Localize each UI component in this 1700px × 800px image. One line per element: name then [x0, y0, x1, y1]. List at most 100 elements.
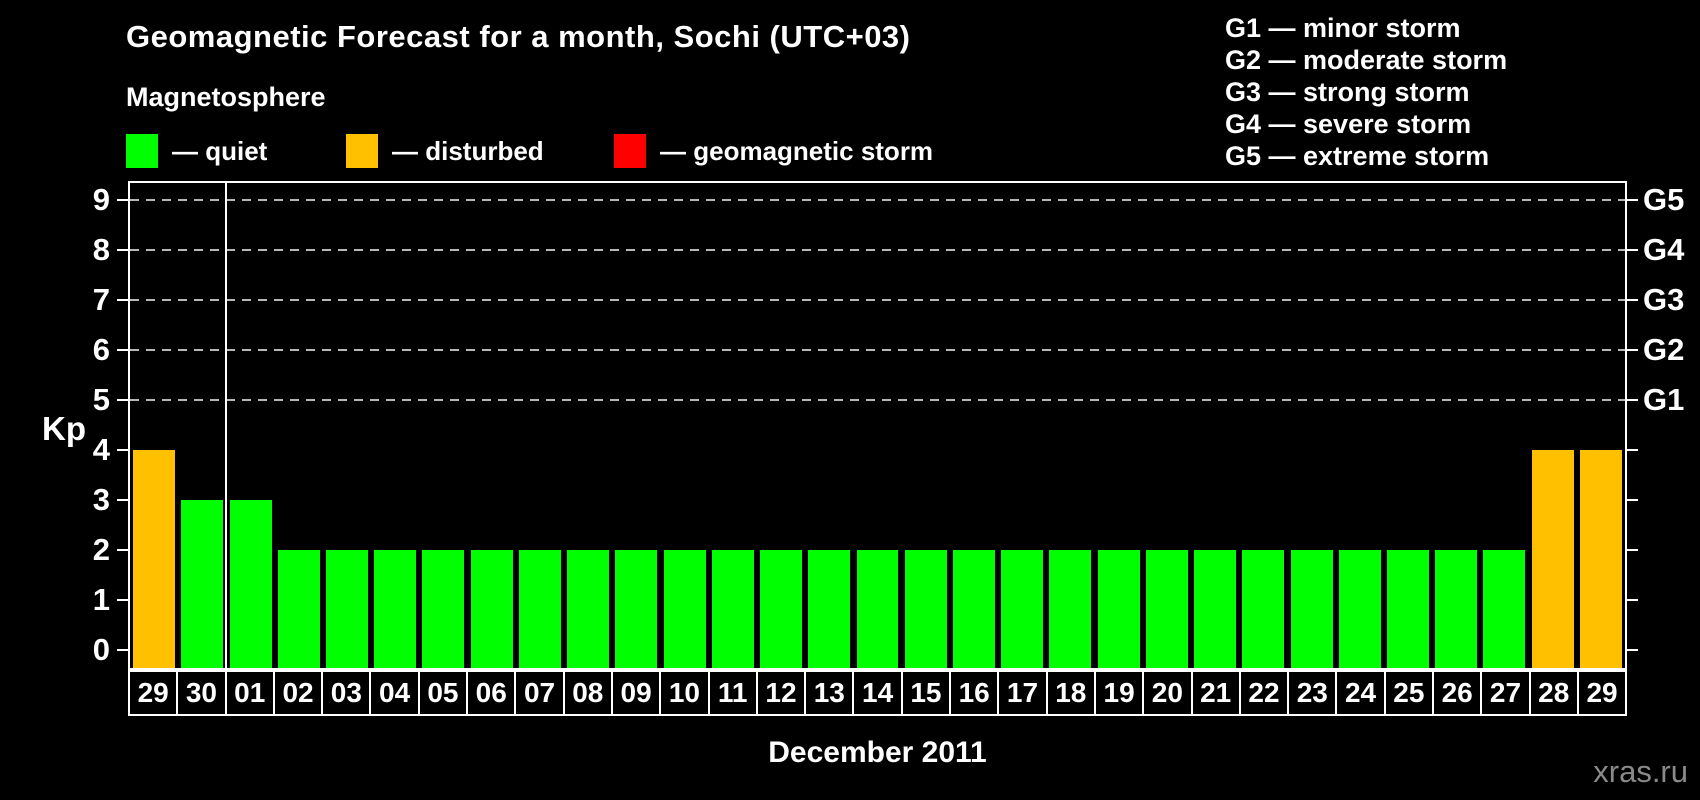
y-axis-tick	[117, 249, 128, 251]
kp-bar-day-18	[1049, 550, 1092, 668]
storm-scale-line-g5: G5 — extreme storm	[1225, 141, 1490, 171]
kp-bar-day-07	[518, 550, 561, 668]
grid-line-kp7	[130, 299, 1625, 301]
y-axis-tick	[117, 299, 128, 301]
kp-bar-day-28	[1531, 450, 1574, 668]
storm-scale-line-g2: G2 — moderate storm	[1225, 45, 1508, 75]
kp-bar-day-04	[374, 550, 417, 668]
kp-bar-day-13	[808, 550, 851, 668]
day-label: 20	[1142, 670, 1193, 716]
day-label: 15	[900, 670, 952, 716]
day-label: 17	[997, 670, 1048, 716]
g-scale-label-g2: G2	[1643, 332, 1685, 367]
y-tick-label: 4	[92, 432, 110, 467]
day-label: 12	[755, 670, 807, 716]
day-label: 21	[1190, 670, 1241, 716]
kp-bar-day-11	[711, 550, 754, 668]
disturbed-color-swatch	[346, 134, 378, 168]
storm-scale-line-g3: G3 — strong storm	[1225, 77, 1470, 107]
kp-bar-day-30	[181, 500, 224, 668]
day-label: 03	[321, 670, 372, 716]
y-axis-tick	[117, 449, 128, 451]
y-tick-label: 8	[92, 232, 110, 267]
kp-bar-day-22	[1242, 550, 1285, 668]
x-axis-label: December 2011	[768, 736, 987, 769]
day-label: 02	[272, 670, 324, 716]
y-axis-tick	[117, 599, 128, 601]
g-scale-label-g3: G3	[1643, 282, 1685, 317]
y-axis-tick	[117, 349, 128, 351]
y-axis-tick-right	[1627, 499, 1638, 501]
x-axis-day-labels: 29 30 01 02 03 04 05 06 07 08 09 10 11 12 13 14 15 16 17 18…	[128, 670, 1628, 716]
kp-bar-day-21	[1194, 550, 1237, 668]
y-axis-tick	[117, 649, 128, 651]
day-label: 27	[1480, 670, 1531, 716]
kp-bar-day-06	[470, 550, 513, 668]
y-tick-label: 6	[92, 332, 110, 367]
y-axis-tick-right	[1627, 349, 1638, 351]
plot-area: 0 1 2 3 4 5 6 7 8 9 G1 G2 G3 G4 G5	[93, 181, 1684, 670]
grid-line-kp9	[130, 199, 1625, 201]
day-label: 19	[1093, 670, 1145, 716]
storm-color-swatch	[614, 134, 646, 168]
legend-item-storm: — geomagnetic storm	[614, 134, 933, 168]
g-scale-label-g4: G4	[1643, 232, 1685, 267]
legend-item-disturbed: — disturbed	[346, 134, 544, 168]
day-label: 28	[1528, 670, 1579, 716]
legend-heading: Magnetosphere	[126, 82, 326, 112]
y-tick-label: 5	[92, 382, 110, 417]
kp-bar-day-26	[1435, 550, 1478, 668]
kp-bar-day-12	[760, 550, 803, 668]
legend-item-quiet: — quiet	[126, 134, 267, 168]
day-label: 06	[466, 670, 517, 716]
kp-bar-day-08	[567, 550, 610, 668]
y-tick-label: 9	[92, 182, 110, 217]
day-label: 07	[514, 670, 565, 716]
kp-bar-day-15	[904, 550, 947, 668]
kp-bar-day-24	[1338, 550, 1381, 668]
y-tick-label: 3	[92, 482, 110, 517]
grid-line-kp6	[130, 349, 1625, 351]
y-axis-tick-right	[1627, 299, 1638, 301]
y-tick-label: 2	[92, 532, 110, 567]
y-axis-tick-right	[1627, 199, 1638, 201]
day-label: 04	[369, 670, 420, 716]
kp-bar-day-16	[952, 550, 995, 668]
kp-bar-day-14	[856, 550, 899, 668]
y-axis-label: Kp	[42, 410, 86, 447]
y-axis-tick-right	[1627, 249, 1638, 251]
kp-bar-day-25	[1387, 550, 1429, 668]
y-axis-tick-right	[1627, 399, 1638, 401]
y-tick-label: 0	[92, 632, 110, 667]
day-label: 22	[1238, 670, 1290, 716]
day-label: 26	[1432, 670, 1483, 716]
watermark: xras.ru	[1593, 754, 1688, 789]
day-label: 14	[852, 670, 903, 716]
day-label: 09	[610, 670, 662, 716]
day-label: 13	[804, 670, 855, 716]
kp-bar-day-27	[1483, 550, 1526, 668]
g-scale-label-g1: G1	[1643, 382, 1685, 417]
grid-line-kp8	[130, 249, 1625, 251]
legend-item-label: — quiet	[172, 135, 268, 166]
day-label: 05	[417, 670, 469, 716]
kp-bar-day-05	[422, 550, 465, 668]
legend-item-label: — disturbed	[392, 135, 544, 166]
day-label: 08	[562, 670, 613, 716]
chart-title: Geomagnetic Forecast for a month, Sochi …	[126, 19, 911, 54]
day-label: 11	[707, 670, 758, 716]
day-label: 18	[1045, 670, 1096, 716]
y-axis-tick-right	[1627, 649, 1638, 651]
grid-line-kp5	[130, 399, 1625, 401]
day-label: 29	[1576, 670, 1628, 716]
y-axis-tick-right	[1627, 449, 1638, 451]
quiet-color-swatch	[126, 134, 158, 168]
day-label: 01	[224, 670, 275, 716]
kp-bar-day-29	[1579, 450, 1622, 668]
kp-bar-day-17	[1001, 550, 1044, 668]
storm-scale-legend: G1 — minor storm G2 — moderate storm G3 …	[1225, 12, 1507, 172]
kp-bar-day-10	[663, 550, 706, 668]
legend-item-label: — geomagnetic storm	[660, 135, 934, 166]
y-axis-tick-right	[1627, 549, 1638, 551]
